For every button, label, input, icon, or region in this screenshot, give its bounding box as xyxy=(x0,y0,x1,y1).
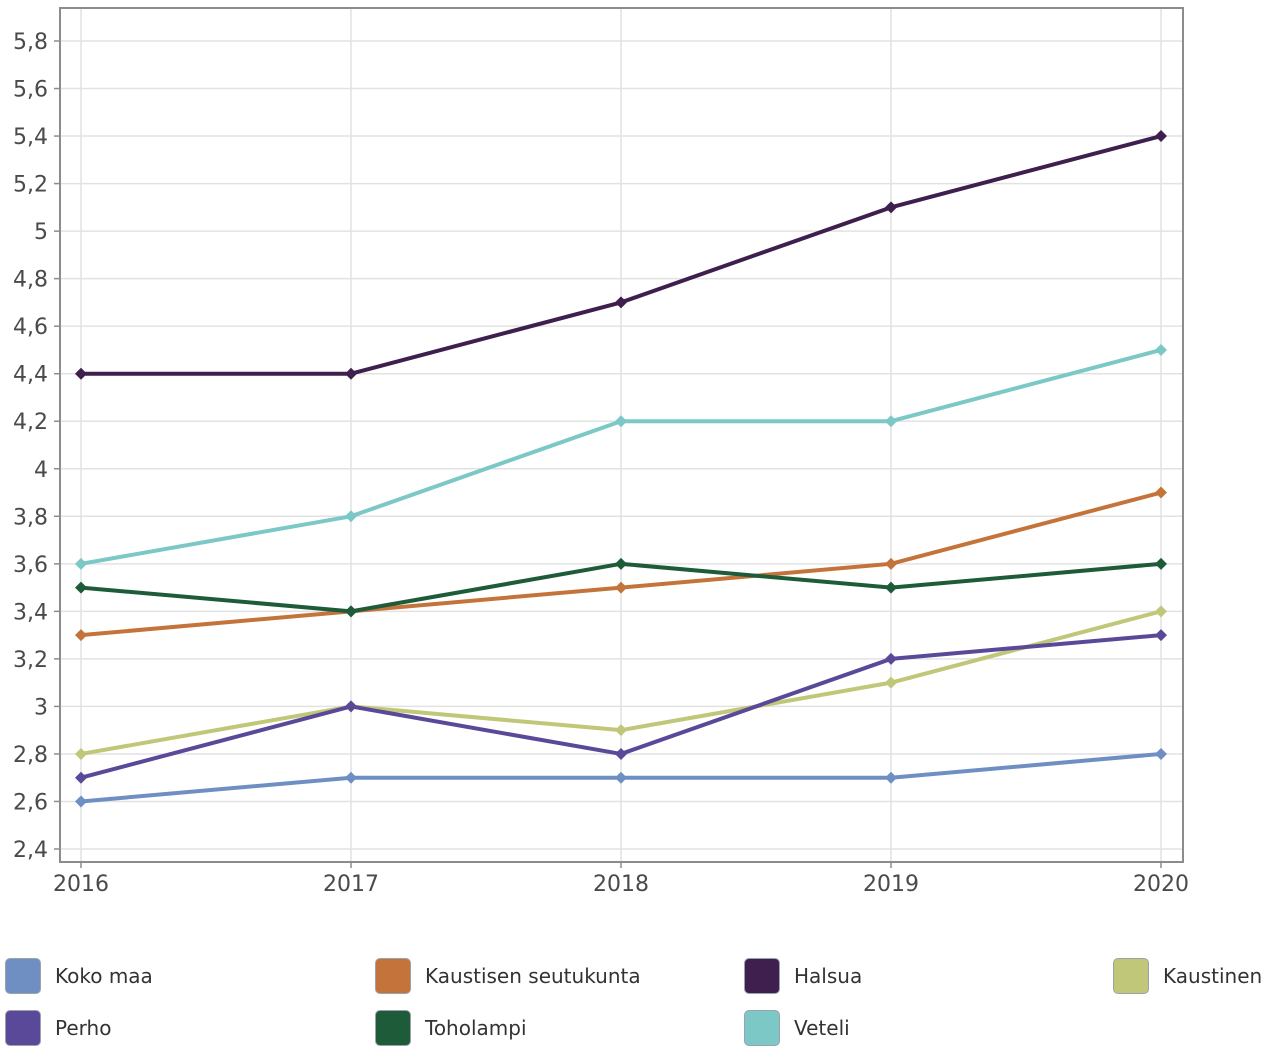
data-point xyxy=(885,201,897,214)
legend-item[interactable]: Kaustisen seutukunta xyxy=(375,956,641,996)
data-point xyxy=(615,747,627,760)
legend-label: Kaustisen seutukunta xyxy=(425,964,641,988)
y-tick-label: 3,4 xyxy=(13,600,48,625)
data-point xyxy=(75,557,87,570)
legend-label: Koko maa xyxy=(55,964,153,988)
x-tick-label: 2016 xyxy=(53,872,109,897)
data-point xyxy=(1155,130,1167,143)
legend-swatch xyxy=(744,1010,780,1046)
data-point xyxy=(75,771,87,784)
x-axis-ticks: 2016 2017 2018 2019 2020 xyxy=(53,862,1189,897)
y-tick-label: 2,8 xyxy=(13,743,48,768)
y-tick-label: 5,6 xyxy=(13,78,48,103)
legend-item[interactable]: Perho xyxy=(5,1008,111,1048)
y-tick-label: 3,6 xyxy=(13,553,48,578)
y-tick-label: 4,8 xyxy=(13,268,48,293)
data-point xyxy=(885,581,897,594)
series-veteli xyxy=(75,343,1167,570)
legend-label: Toholampi xyxy=(425,1016,527,1040)
legend-label: Kaustinen xyxy=(1163,964,1263,988)
data-point xyxy=(885,676,897,689)
plot-frame xyxy=(59,7,1184,863)
data-point xyxy=(75,581,87,594)
x-tick-label: 2018 xyxy=(593,872,649,897)
series-lines xyxy=(75,130,1167,808)
data-point xyxy=(345,605,357,618)
data-point xyxy=(1155,486,1167,499)
data-point xyxy=(75,795,87,808)
legend: Koko maa Kaustisen seutukunta Halsua Kausti… xyxy=(0,950,1271,1046)
series-toholampi xyxy=(75,557,1167,618)
legend-swatch xyxy=(5,958,41,994)
series-halsua xyxy=(75,130,1167,380)
data-point xyxy=(615,296,627,309)
y-tick-label: 5,2 xyxy=(13,173,48,198)
data-point xyxy=(615,415,627,428)
y-tick-label: 2,6 xyxy=(13,790,48,815)
y-tick-label: 4 xyxy=(34,458,48,483)
x-tick-label: 2017 xyxy=(323,872,379,897)
y-tick-label: 5,8 xyxy=(13,30,48,55)
y-tick-label: 2,4 xyxy=(13,838,48,863)
data-point xyxy=(1155,343,1167,356)
legend-swatch xyxy=(375,1010,411,1046)
data-point xyxy=(615,771,627,784)
data-point xyxy=(885,557,897,570)
data-point xyxy=(885,415,897,428)
legend-swatch xyxy=(375,958,411,994)
data-point xyxy=(75,367,87,380)
legend-item[interactable]: Veteli xyxy=(744,1008,850,1048)
y-tick-label: 4,2 xyxy=(13,410,48,435)
data-point xyxy=(1155,629,1167,642)
line-chart: 2,4 2,6 2,8 3 3,2 3,4 3,6 3,8 4 4,2 4,4 4,6 4,8 5 5,2 5… xyxy=(13,7,1189,897)
y-tick-label: 3,8 xyxy=(13,505,48,530)
legend-item[interactable]: Halsua xyxy=(744,956,862,996)
legend-item[interactable]: Kaustinen xyxy=(1113,956,1262,996)
legend-swatch xyxy=(1113,958,1149,994)
legend-swatch xyxy=(744,958,780,994)
y-tick-label: 5 xyxy=(34,220,48,245)
data-point xyxy=(1155,747,1167,760)
y-tick-label: 4,6 xyxy=(13,315,48,340)
x-tick-label: 2019 xyxy=(863,872,919,897)
data-point xyxy=(1155,605,1167,618)
data-point xyxy=(615,581,627,594)
y-tick-label: 3 xyxy=(34,695,48,720)
data-point xyxy=(885,771,897,784)
series-perho xyxy=(75,629,1167,784)
data-point xyxy=(615,557,627,570)
x-tick-label: 2020 xyxy=(1133,872,1189,897)
legend-swatch xyxy=(5,1010,41,1046)
data-point xyxy=(885,652,897,665)
y-axis-ticks: 2,4 2,6 2,8 3 3,2 3,4 3,6 3,8 4 4,2 4,4 4,6 4,8 5 5,2 5… xyxy=(13,30,60,863)
data-point xyxy=(345,367,357,380)
legend-label: Halsua xyxy=(794,964,863,988)
data-point xyxy=(345,510,357,523)
legend-label: Perho xyxy=(55,1016,112,1040)
series-koko-maa xyxy=(75,747,1167,808)
data-point xyxy=(345,771,357,784)
data-point xyxy=(75,747,87,760)
y-tick-label: 3,2 xyxy=(13,648,48,673)
data-point xyxy=(75,629,87,642)
legend-item[interactable]: Koko maa xyxy=(5,956,153,996)
y-tick-label: 4,4 xyxy=(13,363,48,388)
data-point xyxy=(1155,557,1167,570)
legend-label: Veteli xyxy=(794,1016,850,1040)
data-point xyxy=(345,700,357,713)
y-tick-label: 5,4 xyxy=(13,125,48,150)
data-point xyxy=(615,724,627,737)
legend-item[interactable]: Toholampi xyxy=(375,1008,527,1048)
